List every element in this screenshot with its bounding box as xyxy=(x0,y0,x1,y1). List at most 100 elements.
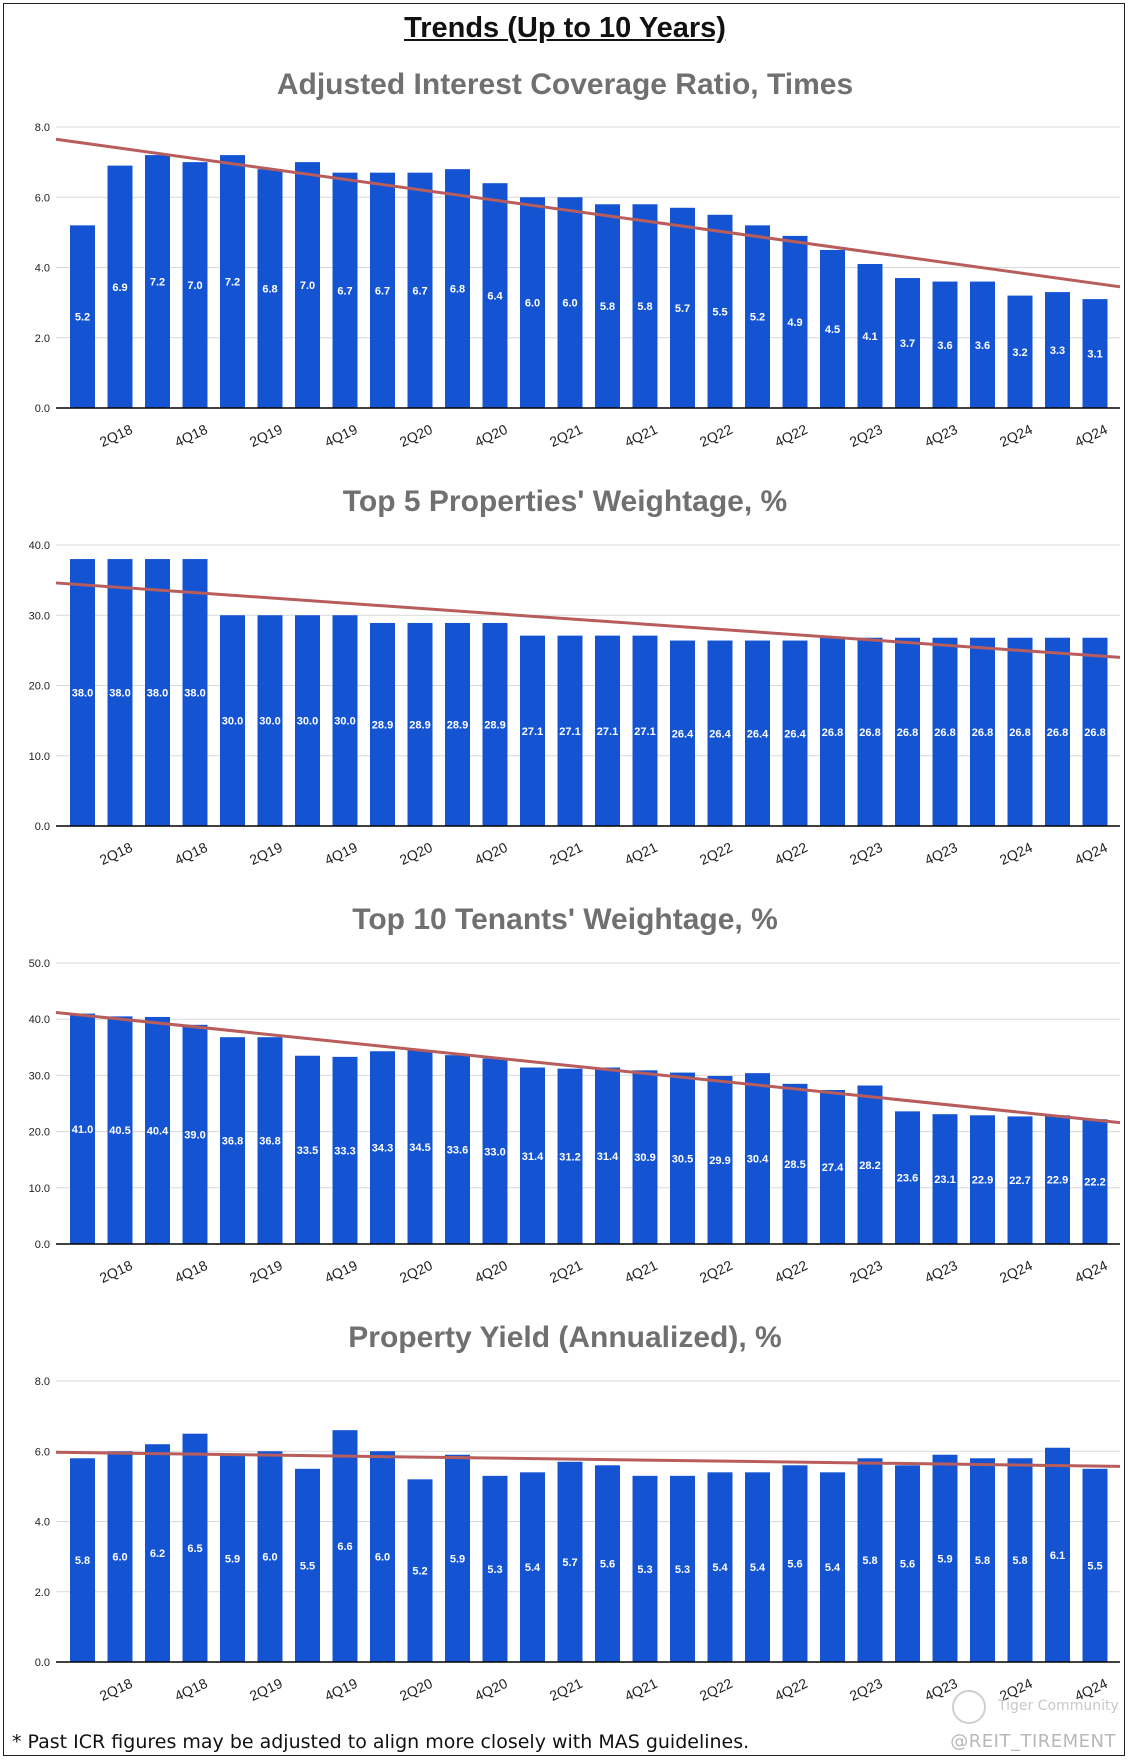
bar-value-label: 6.0 xyxy=(262,1552,277,1564)
bar-value-label: 4.9 xyxy=(787,317,802,329)
bar xyxy=(895,637,920,826)
bar xyxy=(220,1037,245,1244)
y-tick-label: 0.0 xyxy=(35,1657,50,1669)
bar xyxy=(820,1472,845,1662)
x-tick-label: 2Q22 xyxy=(697,421,735,450)
bar xyxy=(145,559,170,826)
x-tick-label: 4Q22 xyxy=(772,421,810,450)
bar-value-label: 23.6 xyxy=(897,1173,918,1185)
page-title: Trends (Up to 10 Years) xyxy=(404,12,726,44)
bar-value-label: 28.9 xyxy=(484,719,505,731)
x-tick-label: 2Q21 xyxy=(547,1675,585,1704)
bar xyxy=(295,1055,320,1244)
x-tick-label: 2Q23 xyxy=(847,421,885,450)
bar xyxy=(295,615,320,826)
x-tick-label: 4Q23 xyxy=(922,421,960,450)
bar-value-label: 30.4 xyxy=(747,1154,769,1166)
x-tick-label: 2Q18 xyxy=(97,1675,135,1704)
bar-value-label: 5.8 xyxy=(1012,1555,1027,1567)
bar xyxy=(1082,637,1108,826)
bar xyxy=(370,1451,395,1662)
x-tick-label: 2Q23 xyxy=(847,1675,885,1704)
x-tick-label: 4Q20 xyxy=(472,1257,510,1286)
bar-value-label: 6.8 xyxy=(450,284,465,296)
bar-value-label: 26.8 xyxy=(972,727,993,739)
y-tick-label: 50.0 xyxy=(29,958,50,970)
bar-value-label: 38.0 xyxy=(72,688,93,700)
bar xyxy=(145,1016,170,1244)
bar-value-label: 3.1 xyxy=(1087,349,1102,361)
bar-value-label: 26.8 xyxy=(1009,727,1030,739)
x-tick-label: 2Q20 xyxy=(397,1675,435,1704)
bar-value-label: 27.1 xyxy=(559,726,580,738)
bar-value-label: 36.8 xyxy=(259,1136,280,1148)
x-tick-label: 4Q21 xyxy=(622,421,660,450)
bar-value-label: 26.4 xyxy=(709,728,731,740)
bar xyxy=(70,1013,95,1244)
x-tick-label: 2Q20 xyxy=(397,1257,435,1286)
bar-value-label: 5.5 xyxy=(1087,1560,1102,1572)
bar-value-label: 28.9 xyxy=(409,719,430,731)
bar xyxy=(670,640,695,826)
x-tick-label: 4Q22 xyxy=(772,1675,810,1704)
bar xyxy=(970,637,995,826)
bar-value-label: 28.9 xyxy=(447,719,468,731)
bar-value-label: 22.9 xyxy=(972,1175,993,1187)
watermark-text: Tiger Community xyxy=(998,1698,1119,1714)
chart-title: Adjusted Interest Coverage Ratio, Times xyxy=(277,68,853,101)
bar-value-label: 33.6 xyxy=(447,1145,468,1157)
y-tick-label: 2.0 xyxy=(35,333,50,345)
bar-value-label: 38.0 xyxy=(147,688,168,700)
bar-value-label: 6.5 xyxy=(187,1543,202,1555)
bar xyxy=(895,1465,920,1662)
x-tick-label: 2Q18 xyxy=(97,421,135,450)
y-tick-label: 20.0 xyxy=(29,681,50,693)
y-tick-label: 20.0 xyxy=(29,1127,50,1139)
bar xyxy=(857,1458,883,1662)
bar xyxy=(632,635,658,826)
chart-title: Top 10 Tenants' Weightage, % xyxy=(352,903,778,936)
bar-value-label: 26.8 xyxy=(1084,727,1105,739)
bar-value-label: 7.0 xyxy=(187,280,202,292)
bar-value-label: 27.1 xyxy=(634,726,655,738)
bar xyxy=(595,204,620,408)
bar-value-label: 6.2 xyxy=(150,1548,165,1560)
bar xyxy=(1007,1116,1033,1244)
bar xyxy=(107,559,133,826)
bar-value-label: 6.1 xyxy=(1050,1550,1065,1562)
bar-value-label: 6.8 xyxy=(262,284,277,296)
bar-value-label: 6.6 xyxy=(337,1541,352,1553)
y-tick-label: 0.0 xyxy=(35,821,50,833)
bar-value-label: 22.7 xyxy=(1009,1175,1030,1187)
bar xyxy=(145,155,170,408)
bar xyxy=(745,1472,770,1662)
x-tick-label: 2Q23 xyxy=(847,839,885,868)
x-tick-label: 4Q24 xyxy=(1072,839,1110,868)
bar xyxy=(70,225,95,408)
bar-value-label: 5.9 xyxy=(450,1553,465,1565)
y-tick-label: 4.0 xyxy=(35,1517,50,1529)
x-tick-label: 2Q21 xyxy=(547,421,585,450)
bar xyxy=(970,281,995,408)
x-tick-label: 4Q23 xyxy=(922,1257,960,1286)
bar-value-label: 26.8 xyxy=(822,727,843,739)
x-tick-label: 4Q23 xyxy=(922,839,960,868)
bar xyxy=(1082,299,1108,408)
bar xyxy=(632,1475,658,1662)
bar xyxy=(445,1454,470,1662)
bar xyxy=(445,1055,470,1244)
bar xyxy=(782,235,808,408)
bar-value-label: 6.0 xyxy=(112,1552,127,1564)
x-tick-label: 4Q18 xyxy=(172,1675,210,1704)
bar xyxy=(370,1051,395,1244)
bar-value-label: 5.3 xyxy=(487,1564,502,1576)
bar-value-label: 5.8 xyxy=(600,301,615,313)
bar xyxy=(482,1058,508,1244)
bar xyxy=(970,1458,995,1662)
bar-value-label: 3.2 xyxy=(1012,347,1027,359)
bar xyxy=(257,615,283,826)
bar xyxy=(932,1454,958,1662)
x-tick-label: 4Q22 xyxy=(772,1257,810,1286)
bar-value-label: 7.0 xyxy=(300,280,315,292)
